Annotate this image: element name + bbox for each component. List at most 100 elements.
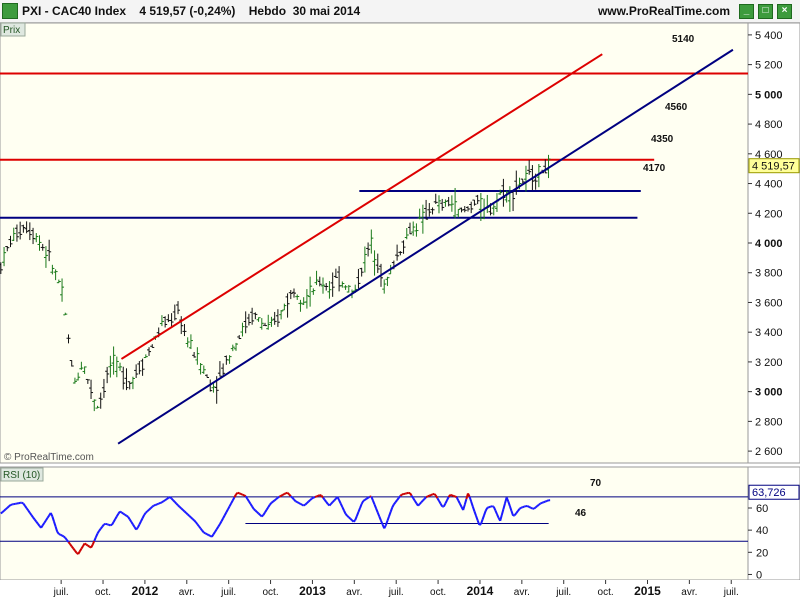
rsi-segment [349,518,353,521]
rsi-segment [409,492,413,497]
rsi-segment [522,505,525,509]
rsi-segment [288,493,292,497]
rsi-segment [155,503,158,506]
site-link[interactable]: www.ProRealTime.com [597,4,730,18]
rsi-segment [264,509,268,513]
x-tick-label: juil. [555,587,571,598]
rsi-segment [156,502,160,506]
rsi-segment [119,510,123,514]
price-ytick-label: 3 800 [755,268,783,280]
rsi-series [0,491,551,555]
rsi-segment [352,519,356,523]
x-tick-label: avr. [179,587,195,598]
rsi-segment [393,501,397,506]
rsi-segment [486,506,490,509]
rsi-segment [103,522,106,526]
rsi-segment [122,512,126,516]
price-panel-bg [0,22,749,464]
rsi-segment [500,508,505,516]
rsi-segment [513,512,518,516]
rsi-segment [136,524,141,529]
rsi-segment [277,495,281,499]
price-ytick-label: 5 000 [755,89,783,101]
minimize-icon[interactable]: _ [739,4,754,19]
rsi-segment [299,502,303,506]
rsi-segment [149,505,153,509]
rsi-segment [115,513,120,517]
rsi-segment [6,505,10,509]
rsi-segment [162,499,166,503]
rsi-segment [125,514,129,518]
rsi-segment [488,505,491,509]
rsi-segment [293,498,297,502]
rsi-segment [490,505,493,508]
rsi-segment [391,503,395,508]
x-tick-label: juil. [53,587,69,598]
rsi-segment [249,503,253,507]
price-ytick-label: 2 800 [755,416,783,428]
rsi-segment [373,504,378,509]
resistance-trendline [120,53,603,360]
rsi-segment [544,499,548,503]
rsi-segment [375,508,379,514]
x-tick-label: juil. [220,587,236,598]
rsi-segment [455,496,460,501]
rsi-segment [246,498,250,502]
rsi-segment [446,496,450,501]
x-tick-label: oct. [598,587,614,598]
rsi-segment [418,501,422,505]
rsi-segment [94,533,99,538]
rsi-segment [311,496,314,500]
rsi-segment [481,514,486,521]
rsi-segment [534,505,538,509]
rsi-segment [425,495,429,499]
rsi-segment [301,503,305,507]
rsi-segment [0,511,4,515]
rsi-current-label: 63,726 [752,487,786,499]
x-tick-label: avr. [514,587,530,598]
rsi-segment [295,500,298,504]
rsi-segment [304,502,308,506]
rsi-segment [451,494,454,497]
rsi-segment [475,515,479,521]
rsi-segment [135,527,139,531]
rsi-segment [217,523,221,528]
rsi-segment [98,528,102,532]
maximize-icon[interactable]: □ [758,4,773,19]
rsi-segment [111,521,115,526]
rsi-segment [496,513,500,519]
rsi-segment [191,518,195,522]
rsi-segment [364,497,368,501]
rsi-segment [372,500,376,505]
instrument-title: PXI - CAC40 Index 4 519,57 (-0,24%) Hebd… [22,4,361,18]
rsi-segment [517,508,521,512]
rsi-segment [355,511,360,517]
rsi-segment [3,508,7,512]
rsi-segment [214,528,218,533]
rsi-segment [397,495,402,499]
close-icon[interactable]: × [777,4,792,19]
rsi-segment [307,499,311,503]
rsi-segment [138,520,142,525]
rsi-segment [145,510,149,514]
rsi-segment [346,515,350,518]
rsi-segment [467,492,471,498]
rsi-segment [257,512,261,516]
rsi-segment [279,494,282,498]
rsi-segment [543,500,546,504]
rsi-segment [206,533,210,536]
rsi-segment [51,516,55,522]
rsi-segment [242,493,245,497]
title-bar: PXI - CAC40 Index 4 519,57 (-0,24%) Hebd… [0,0,800,23]
rsi-segment [87,544,90,548]
rsi-segment [78,548,83,552]
rsi-segment [24,505,28,509]
rsi-segment [427,494,430,498]
rsi-segment [29,512,33,516]
rsi-segment [174,501,178,505]
level-label-4350: 4350 [651,134,674,145]
rsi-segment [331,499,336,503]
rsi-segment [77,550,81,555]
rsi-segment [127,516,131,520]
rsi-segment [312,496,316,499]
